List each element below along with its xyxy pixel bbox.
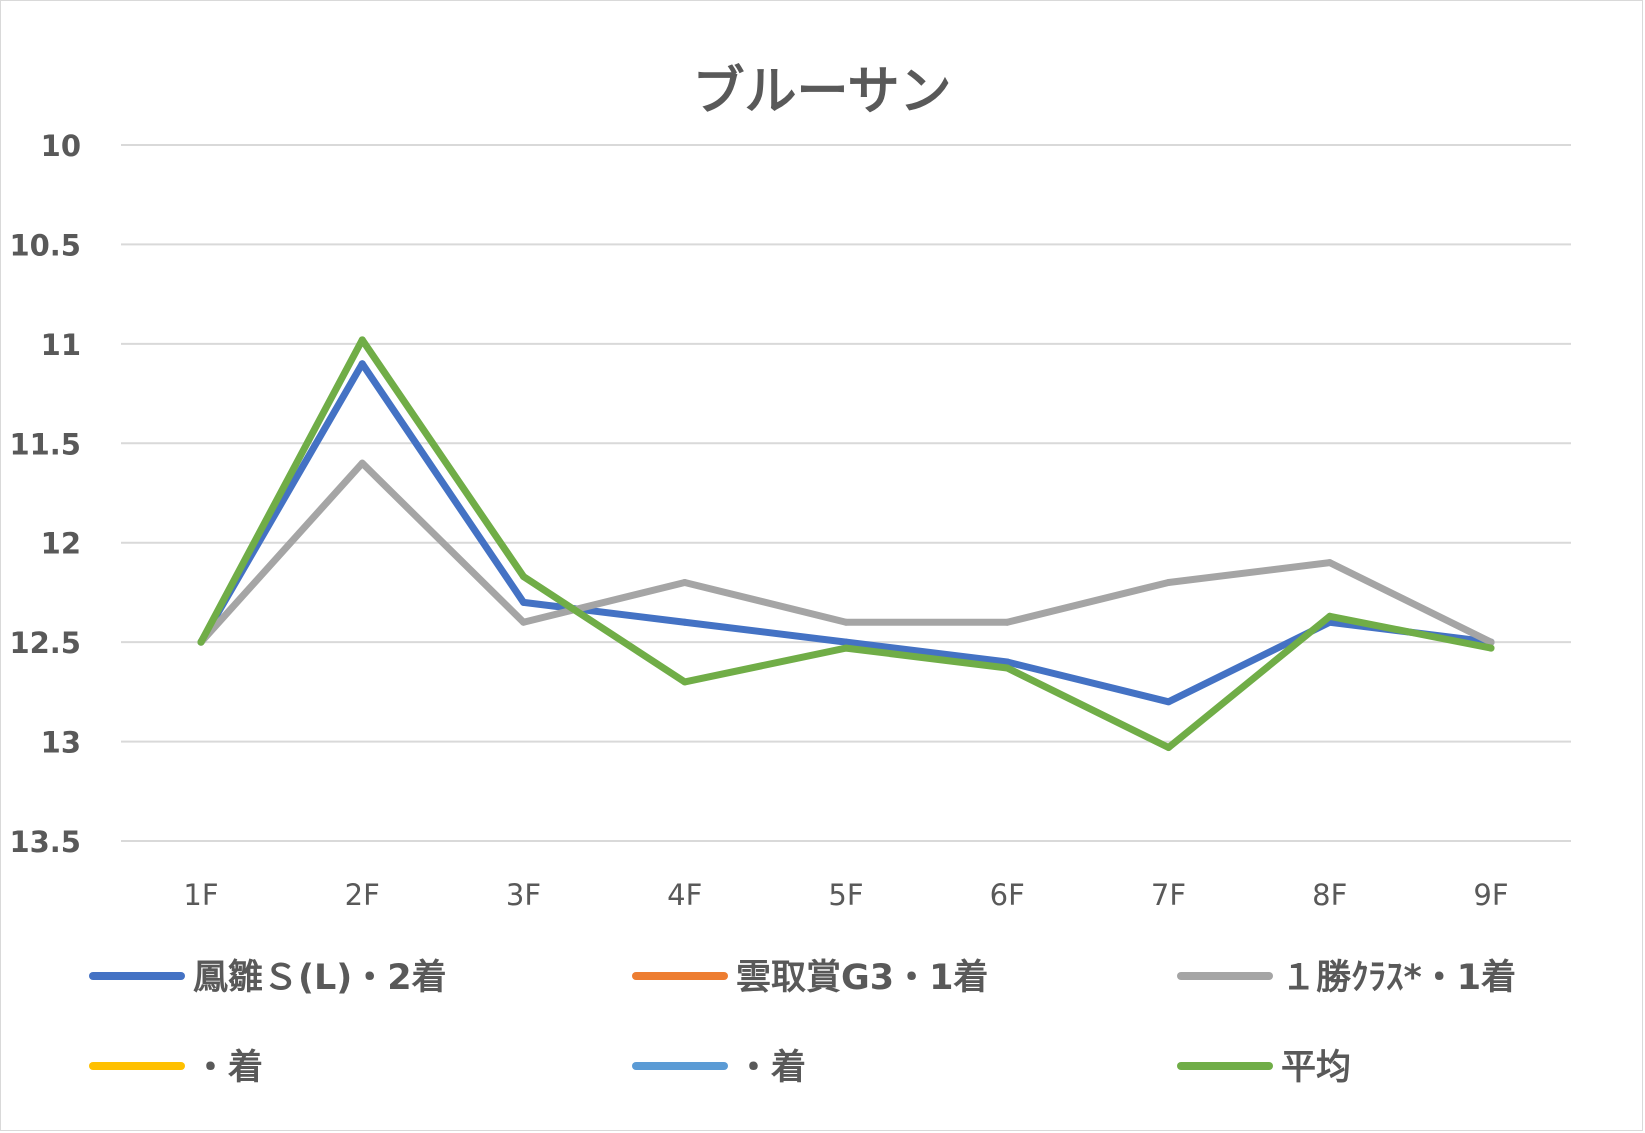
data-point [520,573,527,581]
legend-item-5[interactable]: 平均 [1177,1048,1351,1088]
x-tick-label: 5F [828,878,863,912]
legend-label: ・着 [736,1048,806,1088]
data-point [520,618,527,626]
data-point [842,638,850,646]
legend-item-2[interactable]: １勝ｸﾗｽ*・1着 [1177,958,1516,998]
legend-label: １勝ｸﾗｽ*・1着 [1281,958,1516,998]
legend[interactable]: 鳳雛Ｓ(L)・2着 雲取賞G3・1着 １勝ｸﾗｽ*・1着・着 ・着 平均 [89,958,1516,1088]
y-tick-label: 11.5 [9,427,81,461]
legend-label: 平均 [1281,1048,1351,1088]
x-axis-ticks: 1F 2F 3F 4F 5F 6F 7F 8F 9F [183,878,1508,912]
y-tick-label: 12.5 [9,626,81,660]
legend-item-0[interactable]: 鳳雛Ｓ(L)・2着 [89,958,447,998]
data-point [681,678,689,686]
x-tick-label: 1F [183,878,218,912]
y-tick-label: 12 [41,527,81,561]
x-tick-label: 3F [506,878,541,912]
data-point [1165,578,1172,586]
y-tick-label: 13.5 [9,825,81,859]
data-point [358,336,366,344]
legend-label: 雲取賞G3・1着 [736,958,988,998]
x-tick-label: 7F [1151,878,1186,912]
data-point [1003,658,1011,666]
data-point [681,618,689,626]
data-point [1487,644,1495,652]
data-point [1487,638,1495,646]
x-tick-label: 8F [1312,878,1347,912]
data-point [842,644,850,652]
legend-item-1[interactable]: 雲取賞G3・1着 [632,958,988,998]
y-tick-label: 10 [41,129,81,163]
legend-label: ・着 [193,1048,263,1088]
data-point [1003,664,1011,672]
x-tick-label: 6F [990,878,1025,912]
legend-item-4[interactable]: ・着 [632,1048,806,1088]
series-line-2 [197,459,1495,646]
data-point [842,618,850,626]
data-point [358,360,366,368]
y-tick-label: 10.5 [9,228,81,262]
x-tick-label: 2F [345,878,380,912]
y-tick-label: 13 [41,726,81,760]
legend-item-3[interactable]: ・着 [89,1048,263,1088]
x-tick-label: 9F [1473,878,1508,912]
data-point [681,578,689,586]
data-point [520,598,527,606]
data-point [358,459,366,467]
x-tick-label: 4F [667,878,702,912]
data-point [1165,744,1172,752]
chart-title: ブルーサン [693,62,952,122]
data-point [197,638,205,646]
data-point [1326,559,1334,567]
series-lines [197,336,1495,752]
data-point [1003,618,1011,626]
y-tick-label: 11 [41,328,81,362]
y-axis-ticks: 10 10.5 11 11.5 12 12.5 13 13.5 [9,129,81,859]
legend-label: 鳳雛Ｓ(L)・2着 [193,958,447,998]
data-point [1326,612,1334,620]
data-point [1165,698,1172,706]
